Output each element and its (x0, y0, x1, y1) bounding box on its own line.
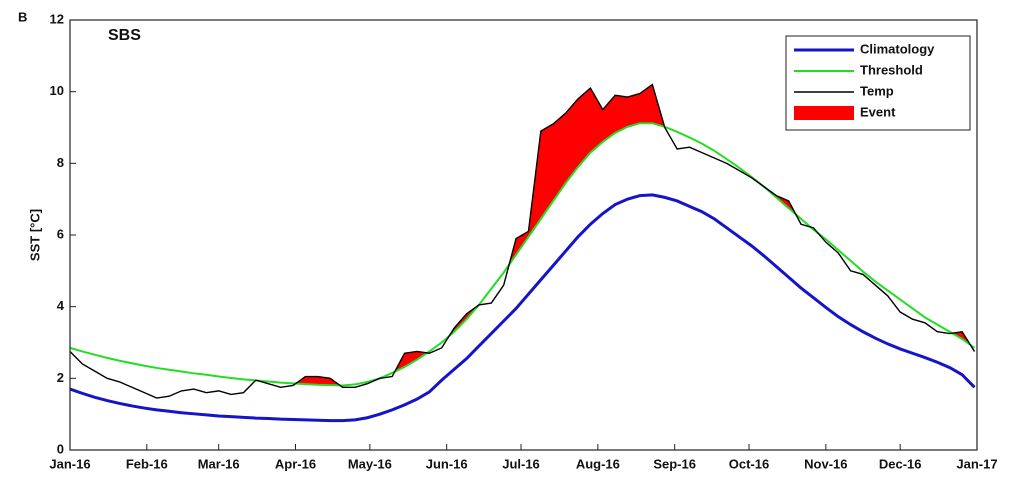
series-line (69, 122, 976, 387)
x-tick-label: Sep-16 (653, 456, 696, 471)
x-tick-label: Dec-16 (879, 456, 922, 471)
y-tick-label: 2 (57, 370, 64, 385)
x-tick-label: Mar-16 (198, 456, 240, 471)
y-tick-label: 0 (57, 441, 64, 456)
y-tick-label: 10 (50, 83, 64, 98)
y-axis-label: SST [°C] (27, 209, 42, 261)
legend-label: Event (860, 104, 896, 119)
x-tick-label: Feb-16 (126, 456, 168, 471)
panel-label: B (18, 9, 27, 24)
legend-swatch (794, 106, 854, 120)
legend-label: Climatology (860, 41, 935, 56)
series-line (69, 83, 976, 399)
x-tick-label: Nov-16 (804, 456, 847, 471)
x-tick-label: Apr-16 (275, 456, 316, 471)
series-line (69, 193, 976, 423)
y-tick-label: 6 (57, 226, 64, 241)
y-tick-label: 4 (57, 298, 65, 313)
y-tick-label: 12 (50, 11, 64, 26)
x-tick-label: Jan-16 (49, 456, 90, 471)
x-tick-label: Jan-17 (956, 456, 997, 471)
x-tick-label: May-16 (348, 456, 392, 471)
x-tick-label: Aug-16 (576, 456, 620, 471)
x-tick-label: Jul-16 (502, 456, 540, 471)
legend-label: Temp (860, 83, 894, 98)
legend-label: Threshold (860, 62, 923, 77)
x-tick-label: Jun-16 (426, 456, 468, 471)
event-area (509, 84, 665, 265)
x-tick-label: Oct-16 (729, 456, 769, 471)
y-tick-label: 8 (57, 155, 64, 170)
chart-title: SBS (108, 27, 141, 44)
